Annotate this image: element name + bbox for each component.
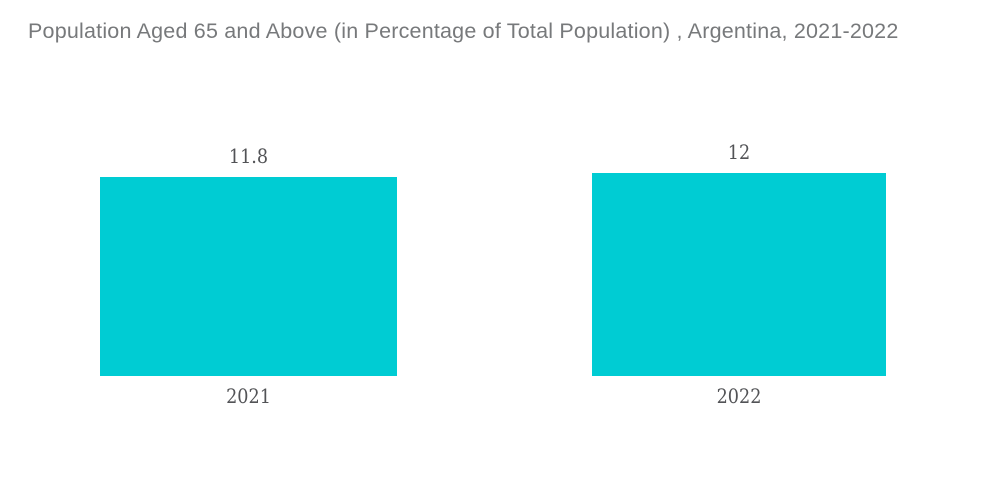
bar-value-label-2022: 12 bbox=[727, 140, 751, 164]
bar-group-2022: 12 2022 bbox=[592, 0, 886, 504]
x-axis-label-2022: 2022 bbox=[716, 384, 762, 408]
bar-2022[interactable] bbox=[592, 173, 886, 376]
x-axis-label-2021: 2021 bbox=[226, 384, 271, 408]
bar-value-label-2021: 11.8 bbox=[228, 144, 269, 168]
bar-group-2021: 11.8 2021 bbox=[100, 0, 397, 504]
bar-2021[interactable] bbox=[100, 177, 397, 376]
chart-title: Population Aged 65 and Above (in Percent… bbox=[28, 19, 899, 43]
